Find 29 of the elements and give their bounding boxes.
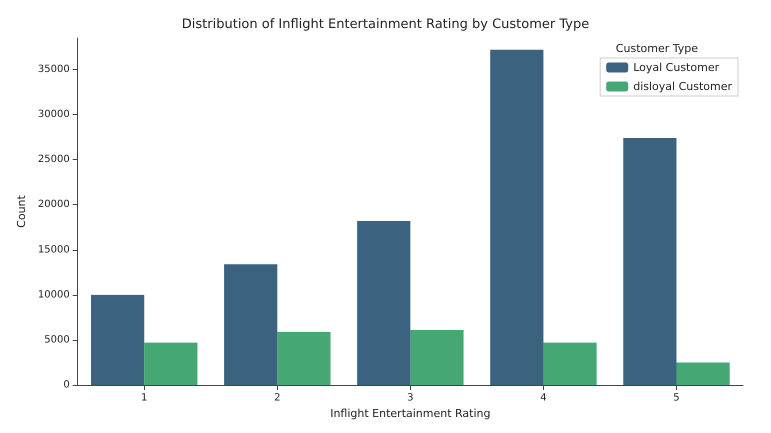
y-axis-title: Count [15, 194, 28, 228]
legend-label: Loyal Customer [633, 61, 720, 74]
bar [224, 264, 278, 385]
x-axis-title: Inflight Entertainment Rating [330, 406, 491, 420]
y-tick-label: 5000 [44, 334, 70, 346]
bar [676, 362, 730, 385]
y-tick-label: 15000 [38, 244, 70, 256]
bar [490, 50, 544, 385]
x-tick-label: 2 [274, 392, 280, 404]
bar [357, 220, 410, 385]
x-tick-label: 3 [407, 392, 414, 404]
x-tick-label: 5 [673, 392, 680, 404]
y-tick-label: 20000 [38, 199, 70, 210]
y-tick-label: 30000 [38, 109, 70, 120]
chart-title: Distribution of Inflight Entertainment Rating by Customer Type [182, 17, 590, 32]
bar [277, 332, 331, 385]
bar [91, 294, 144, 385]
legend-label: disloyal Customer [633, 80, 732, 93]
y-tick-label: 0 [63, 380, 70, 390]
bar [144, 342, 198, 385]
y-tick-label: 35000 [38, 64, 70, 76]
legend-title: Customer Type [616, 42, 698, 55]
bar [543, 342, 597, 385]
y-tick-label: 25000 [38, 154, 70, 166]
bar [410, 330, 464, 385]
y-tick-label: 10000 [38, 289, 70, 300]
x-tick-label: 1 [141, 392, 148, 404]
x-tick-label: 4 [540, 392, 547, 404]
bar [623, 138, 676, 385]
